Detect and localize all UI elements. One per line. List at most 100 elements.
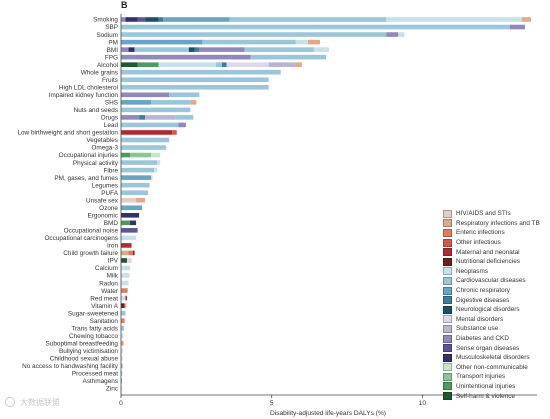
bar-segment [121, 24, 510, 30]
bar-segment [130, 220, 137, 226]
category-label: Low birthweight and short gestation [17, 130, 118, 137]
category-label: Smoking [93, 17, 118, 24]
legend-swatch [443, 353, 452, 362]
bar-segment [121, 295, 126, 301]
bar-segment [121, 182, 150, 188]
bar-segment [121, 243, 132, 248]
category-label: Water [101, 288, 119, 295]
x-tick-label: 0 [119, 400, 123, 407]
legend-swatch [443, 248, 452, 257]
legend-swatch [443, 344, 452, 353]
bar-segment [121, 250, 129, 256]
bar-segment [122, 340, 124, 346]
legend-swatch [443, 228, 452, 237]
bar-segment [121, 325, 125, 331]
legend-swatch [443, 209, 452, 218]
category-label: Sugar-sweetened [68, 310, 119, 317]
category-label: Ergonomic [87, 212, 118, 219]
category-label: BMD [104, 220, 119, 227]
bar-segment [121, 167, 155, 173]
legend-swatch [443, 363, 452, 372]
category-label: Child growth failure [63, 250, 118, 257]
category-label: Fruits [102, 77, 118, 84]
bar-segment [121, 145, 167, 150]
category-label: Trans fatty acids [71, 325, 118, 332]
bar-segment [121, 310, 126, 316]
bar-segment [121, 205, 143, 211]
watermark-logo-icon [5, 397, 15, 407]
category-label: PM [108, 39, 118, 46]
category-label: BMI [107, 47, 119, 54]
category-label: Radon [99, 280, 118, 287]
legend-label: Chronic respiratory [456, 287, 510, 295]
bar-segment [121, 288, 128, 293]
legend-swatch [443, 276, 452, 285]
bar-segment [121, 340, 123, 346]
legend-label: HIV/AIDS and STIs [456, 210, 511, 218]
legend-label: Transport injuries [456, 373, 506, 381]
x-tick-label: 10 [419, 400, 427, 407]
bar-segment [121, 100, 152, 105]
legend-swatch [443, 296, 452, 305]
legend-item: Neoplasms [443, 267, 549, 277]
bar-segment [121, 69, 281, 75]
panel-label: B [121, 0, 128, 10]
category-label: Nuts and seeds [74, 107, 118, 114]
category-label: Zinc [106, 386, 119, 393]
legend-swatch [443, 382, 452, 391]
watermark: 大数据联盟 [5, 397, 60, 407]
category-label: Drugs [101, 115, 118, 122]
bar-segment [157, 160, 161, 165]
bar-segment [121, 228, 138, 233]
category-label: Occupational injuries [59, 152, 118, 159]
bar-segment [202, 39, 296, 45]
bar-segment [136, 197, 146, 203]
bar-segment [121, 363, 123, 369]
legend-item: Digestive diseases [443, 295, 549, 305]
legend-label: Other infectious [456, 239, 501, 247]
bar-segment [229, 17, 387, 22]
bar-segment [121, 280, 129, 286]
category-label: IPV [108, 258, 119, 265]
category-label: Lead [104, 122, 119, 129]
category-label: SHS [105, 100, 118, 107]
bar-segment [188, 47, 195, 52]
category-label: Calcium [95, 265, 118, 272]
bar-segment [121, 258, 128, 263]
legend-item: Cardiovascular diseases [443, 276, 549, 286]
bar-segment [137, 62, 159, 67]
bar-segment [127, 258, 131, 263]
bar-segment [121, 235, 137, 241]
bar-segment [154, 167, 158, 173]
bar-segment [398, 32, 405, 37]
bar-segment [121, 122, 179, 128]
bar-segment [169, 92, 200, 98]
bar-segment [250, 54, 326, 60]
bar-segment [121, 197, 137, 203]
bar-segment [133, 250, 135, 256]
bar-segment [121, 130, 173, 135]
category-label: Unsafe sex [86, 197, 119, 204]
category-label: No access to handwashing facility [22, 363, 119, 370]
legend-swatch [443, 334, 452, 343]
category-label: Milk [107, 273, 119, 280]
bar-segment [139, 115, 146, 120]
legend-label: Cardiovascular diseases [456, 277, 526, 285]
legend-item: Unintentional injuries [443, 382, 549, 392]
legend-item: Chronic respiratory [443, 286, 549, 296]
bar-segment [134, 47, 189, 52]
bar-segment [163, 17, 230, 22]
category-label: Whole grains [81, 69, 118, 76]
bar-segment [121, 17, 126, 22]
legend-swatch [443, 286, 452, 295]
category-label: Legumes [92, 182, 118, 189]
watermark-text: 大数据联盟 [20, 397, 60, 407]
legend-swatch [443, 392, 452, 401]
bar-segment [128, 47, 135, 52]
legend-label: Enteric infections [456, 229, 505, 237]
legend-label: Respiratory infections and TB [456, 219, 540, 227]
bar-segment [124, 303, 127, 308]
legend-label: Musculoskeletal disorders [456, 354, 530, 362]
bar-segment [386, 17, 522, 22]
